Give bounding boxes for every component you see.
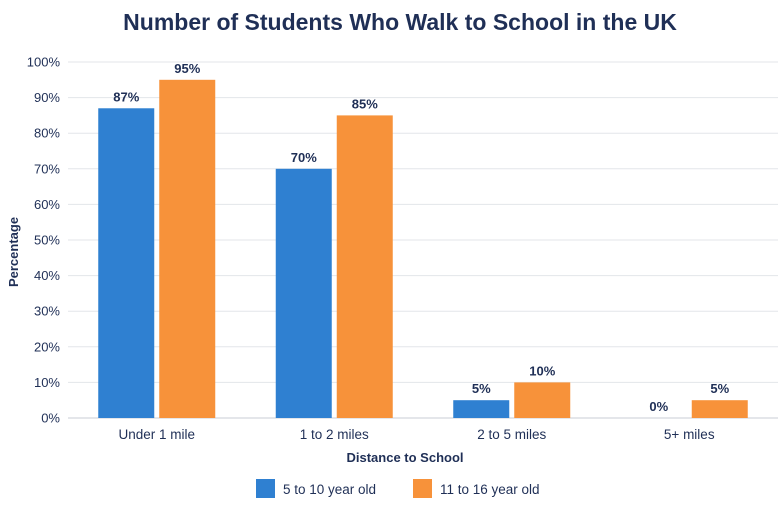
legend-swatch: [256, 479, 275, 498]
bar: [453, 400, 510, 418]
y-tick-label: 50%: [34, 233, 60, 248]
bar: [275, 168, 332, 418]
y-tick-label: 80%: [34, 126, 60, 141]
y-tick-label: 70%: [34, 161, 60, 176]
legend-swatch: [413, 479, 432, 498]
chart-title: Number of Students Who Walk to School in…: [123, 9, 677, 35]
x-tick-label: 1 to 2 miles: [300, 427, 369, 442]
bar: [691, 400, 748, 418]
data-label: 10%: [529, 363, 555, 378]
x-tick-label: Under 1 mile: [118, 427, 195, 442]
data-label: 87%: [113, 89, 139, 104]
y-tick-label: 10%: [34, 375, 60, 390]
y-tick-label: 60%: [34, 197, 60, 212]
legend: 5 to 10 year old 11 to 16 year old: [256, 479, 540, 498]
x-axis-title: Distance to School: [346, 450, 463, 465]
y-tick-label: 20%: [34, 339, 60, 354]
bar: [98, 108, 155, 418]
y-tick-label: 40%: [34, 268, 60, 283]
bars: [98, 79, 748, 419]
data-label: 95%: [174, 61, 200, 76]
data-label: 5%: [472, 381, 491, 396]
y-axis-title: Percentage: [6, 217, 21, 287]
data-label: 70%: [291, 150, 317, 165]
x-tick-label: 5+ miles: [664, 427, 715, 442]
y-axis-ticks: 0% 10% 20% 30% 40% 50% 60% 70% 80% 90% 100%: [27, 55, 61, 426]
bar: [514, 382, 571, 418]
x-axis-ticks: Under 1 mile 1 to 2 miles 2 to 5 miles 5+ m…: [118, 427, 714, 442]
legend-label: 11 to 16 year old: [440, 482, 540, 497]
y-tick-label: 90%: [34, 90, 60, 105]
bar: [336, 115, 393, 419]
y-tick-label: 30%: [34, 304, 60, 319]
data-label: 85%: [352, 96, 378, 111]
x-tick-label: 2 to 5 miles: [477, 427, 546, 442]
y-tick-label: 100%: [27, 55, 61, 70]
legend-label: 5 to 10 year old: [283, 482, 376, 497]
data-label: 5%: [710, 381, 729, 396]
data-labels: 87% 95% 70% 85% 5% 10% 0% 5%: [113, 61, 729, 414]
data-label: 0%: [649, 399, 668, 414]
y-tick-label: 0%: [41, 411, 60, 426]
bar: [159, 79, 216, 419]
